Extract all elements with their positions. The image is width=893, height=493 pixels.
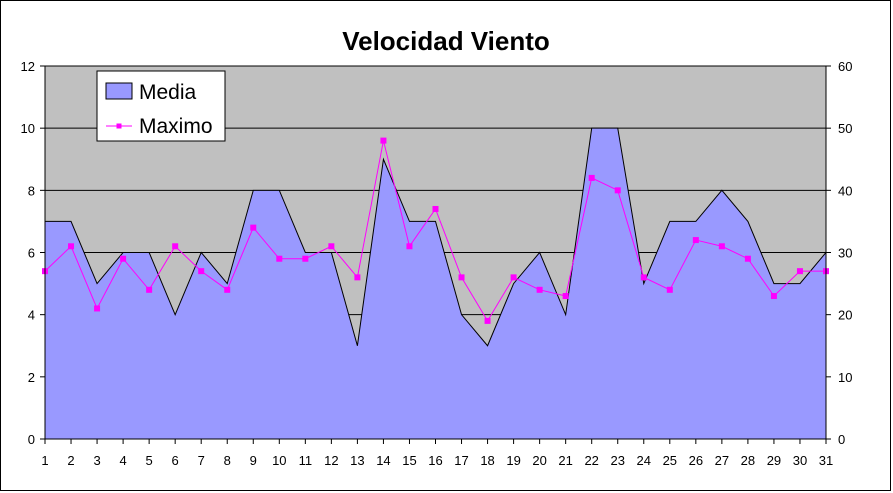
maximo-point bbox=[718, 243, 725, 250]
left-axis-ticks: 0 2 4 6 8 10 12 bbox=[21, 59, 45, 447]
right-tick-label: 50 bbox=[838, 121, 852, 136]
maximo-point bbox=[276, 255, 283, 262]
maximo-point bbox=[224, 286, 231, 293]
x-tick-label: 5 bbox=[146, 453, 153, 468]
maximo-point bbox=[198, 268, 205, 275]
maximo-point bbox=[120, 255, 127, 262]
x-tick-label: 29 bbox=[767, 453, 781, 468]
x-tick-label: 18 bbox=[480, 453, 494, 468]
maximo-point bbox=[562, 293, 569, 300]
maximo-point bbox=[796, 268, 803, 275]
x-tick-label: 9 bbox=[250, 453, 257, 468]
x-tick-label: 17 bbox=[454, 453, 468, 468]
maximo-point bbox=[172, 243, 179, 250]
x-tick-label: 14 bbox=[376, 453, 390, 468]
x-tick-label: 24 bbox=[637, 453, 651, 468]
maximo-point bbox=[302, 255, 309, 262]
left-tick-label: 10 bbox=[21, 121, 35, 136]
x-tick-label: 31 bbox=[819, 453, 833, 468]
x-tick-label: 26 bbox=[689, 453, 703, 468]
maximo-point bbox=[770, 293, 777, 300]
maximo-point bbox=[510, 274, 517, 281]
maximo-point bbox=[380, 137, 387, 144]
right-tick-label: 0 bbox=[838, 432, 845, 447]
x-tick-label: 10 bbox=[272, 453, 286, 468]
maximo-point bbox=[692, 237, 699, 244]
x-tick-label: 21 bbox=[558, 453, 572, 468]
maximo-point bbox=[328, 243, 335, 250]
maximo-point bbox=[640, 274, 647, 281]
maximo-point bbox=[484, 317, 491, 324]
maximo-point bbox=[68, 243, 75, 250]
legend-media-swatch bbox=[105, 82, 133, 100]
left-tick-label: 4 bbox=[28, 308, 35, 323]
x-tick-label: 6 bbox=[172, 453, 179, 468]
media-area-outline bbox=[45, 127, 827, 347]
x-tick-label: 3 bbox=[93, 453, 100, 468]
x-tick-label: 19 bbox=[506, 453, 520, 468]
maximo-point bbox=[250, 224, 257, 231]
x-tick-label: 27 bbox=[715, 453, 729, 468]
right-tick-label: 30 bbox=[838, 246, 852, 261]
maximo-point bbox=[146, 286, 153, 293]
maximo-point bbox=[432, 205, 439, 212]
left-tick-label: 6 bbox=[28, 246, 35, 261]
x-tick-label: 30 bbox=[793, 453, 807, 468]
maximo-point bbox=[536, 286, 543, 293]
x-tick-label: 1 bbox=[41, 453, 48, 468]
x-tick-label: 15 bbox=[402, 453, 416, 468]
maximo-point bbox=[744, 255, 751, 262]
chart-title: Velocidad Viento bbox=[342, 26, 550, 56]
x-tick-label: 20 bbox=[532, 453, 546, 468]
legend: Media Maximo bbox=[96, 70, 226, 142]
maximo-point bbox=[588, 174, 595, 181]
maximo-point bbox=[354, 274, 361, 281]
right-tick-label: 40 bbox=[838, 183, 852, 198]
maximo-point bbox=[458, 274, 465, 281]
x-axis-ticks: 1 2 3 4 5 6 7 8 9 10 11 12 13 14 15 16 17 18 19 20 21 22 23 24 2… bbox=[41, 439, 833, 468]
maximo-point bbox=[666, 286, 673, 293]
left-tick-label: 0 bbox=[28, 432, 35, 447]
x-tick-label: 4 bbox=[119, 453, 126, 468]
x-tick-label: 23 bbox=[610, 453, 624, 468]
left-tick-label: 12 bbox=[21, 59, 35, 74]
legend-media-label: Media bbox=[139, 81, 197, 104]
maximo-point bbox=[614, 187, 621, 194]
maximo-point bbox=[406, 243, 413, 250]
maximo-point bbox=[94, 305, 101, 312]
right-tick-label: 20 bbox=[838, 308, 852, 323]
left-tick-label: 8 bbox=[28, 183, 35, 198]
media-area-layer bbox=[45, 127, 827, 439]
left-tick-label: 2 bbox=[28, 370, 35, 385]
x-tick-label: 16 bbox=[428, 453, 442, 468]
right-tick-label: 10 bbox=[838, 370, 852, 385]
x-tick-label: 2 bbox=[67, 453, 74, 468]
right-axis-ticks: 0 10 20 30 40 50 60 bbox=[826, 59, 852, 447]
x-tick-label: 22 bbox=[584, 453, 598, 468]
x-tick-label: 12 bbox=[324, 453, 338, 468]
x-tick-label: 13 bbox=[350, 453, 364, 468]
legend-maximo-label: Maximo bbox=[139, 115, 213, 138]
right-tick-label: 60 bbox=[838, 59, 852, 74]
x-tick-label: 25 bbox=[663, 453, 677, 468]
x-tick-label: 7 bbox=[198, 453, 205, 468]
legend-maximo-marker bbox=[116, 123, 122, 129]
x-tick-label: 28 bbox=[741, 453, 755, 468]
x-tick-label: 8 bbox=[224, 453, 231, 468]
media-area bbox=[45, 128, 826, 439]
x-tick-label: 11 bbox=[299, 453, 313, 468]
